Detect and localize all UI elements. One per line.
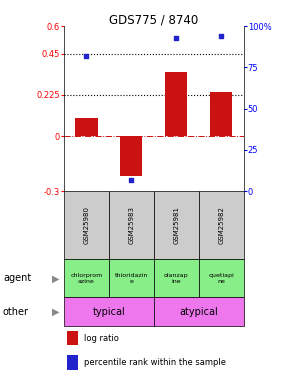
Text: agent: agent bbox=[3, 273, 31, 284]
Bar bbox=[199, 191, 244, 260]
Bar bbox=[154, 297, 244, 326]
Bar bbox=[67, 355, 78, 370]
Bar bbox=[64, 260, 109, 297]
Bar bbox=[109, 260, 154, 297]
Bar bbox=[64, 297, 154, 326]
Text: chlorprom
azine: chlorprom azine bbox=[70, 273, 102, 284]
Bar bbox=[64, 191, 109, 260]
Text: thioridazin
e: thioridazin e bbox=[115, 273, 148, 284]
Point bbox=[84, 53, 89, 59]
Bar bbox=[109, 191, 154, 260]
Bar bbox=[75, 118, 97, 136]
Text: GSM25981: GSM25981 bbox=[173, 206, 179, 244]
Bar bbox=[67, 331, 78, 345]
Text: GSM25982: GSM25982 bbox=[218, 206, 224, 244]
Text: log ratio: log ratio bbox=[84, 333, 118, 342]
Text: percentile rank within the sample: percentile rank within the sample bbox=[84, 358, 226, 367]
Bar bbox=[199, 260, 244, 297]
Point bbox=[219, 33, 224, 39]
Text: quetiapi
ne: quetiapi ne bbox=[208, 273, 234, 284]
Bar bbox=[154, 191, 199, 260]
Bar bbox=[210, 92, 232, 136]
Text: typical: typical bbox=[93, 306, 125, 316]
Bar bbox=[165, 72, 187, 136]
Text: ▶: ▶ bbox=[52, 306, 60, 316]
Text: other: other bbox=[3, 306, 29, 316]
Text: ▶: ▶ bbox=[52, 273, 60, 284]
Point bbox=[129, 177, 134, 183]
Point bbox=[174, 35, 179, 41]
Text: atypical: atypical bbox=[179, 306, 218, 316]
Title: GDS775 / 8740: GDS775 / 8740 bbox=[109, 13, 198, 26]
Text: olanzap
ine: olanzap ine bbox=[164, 273, 189, 284]
Text: GSM25983: GSM25983 bbox=[128, 206, 134, 244]
Text: GSM25980: GSM25980 bbox=[83, 206, 89, 244]
Bar bbox=[120, 136, 142, 177]
Bar bbox=[154, 260, 199, 297]
